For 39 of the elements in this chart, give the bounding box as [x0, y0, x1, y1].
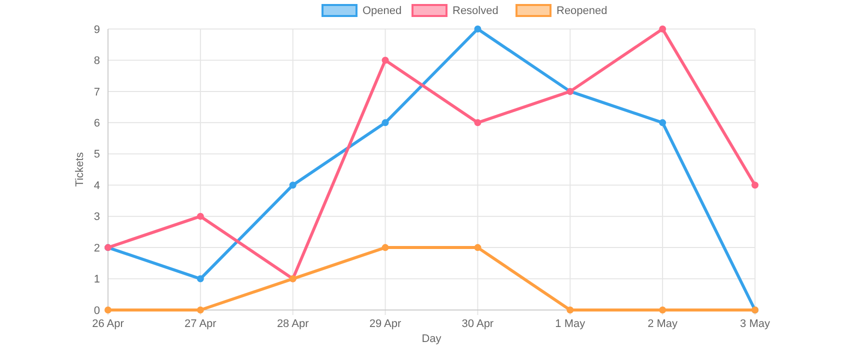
point	[659, 119, 666, 126]
y-tick-label: 6	[94, 118, 100, 130]
x-tick-label: 27 Apr	[184, 318, 217, 330]
y-tick-label: 1	[94, 274, 100, 286]
x-tick-label: 26 Apr	[92, 318, 124, 330]
point	[382, 244, 389, 252]
point	[382, 56, 389, 64]
point	[104, 306, 112, 314]
point	[289, 182, 296, 189]
x-tick-label: 30 Apr	[462, 318, 494, 330]
x-tick-label: 29 Apr	[369, 318, 402, 330]
y-tick-label: 5	[94, 148, 100, 161]
x-tick-label: 28 Apr	[276, 318, 310, 330]
point	[659, 26, 666, 32]
point	[196, 275, 204, 282]
point	[474, 26, 482, 32]
point	[196, 306, 204, 314]
point	[196, 212, 204, 220]
y-axis-title: Tickets	[74, 152, 86, 187]
y-tick-label: 4	[94, 180, 100, 192]
point	[474, 119, 482, 126]
y-tick-label: 8	[94, 55, 100, 68]
x-axis-title: Day	[422, 333, 442, 345]
point	[474, 244, 482, 252]
y-tick-label: 3	[94, 211, 100, 224]
x-tick-label: 2 May	[648, 318, 678, 330]
point	[752, 182, 758, 189]
x-tick-label: 1 May	[555, 318, 586, 330]
y-tick-label: 2	[94, 242, 100, 254]
point	[382, 119, 389, 126]
y-tick-label: 7	[94, 86, 100, 98]
y-tick-label: 9	[94, 24, 100, 36]
legend-label: Resolved	[452, 4, 498, 17]
legend-label: Reopened	[556, 4, 608, 17]
point	[659, 306, 666, 314]
y-tick-label: 0	[94, 304, 100, 317]
legend-label: Opened	[362, 4, 402, 17]
x-tick-label: 3 May	[740, 318, 770, 330]
point	[566, 306, 574, 314]
